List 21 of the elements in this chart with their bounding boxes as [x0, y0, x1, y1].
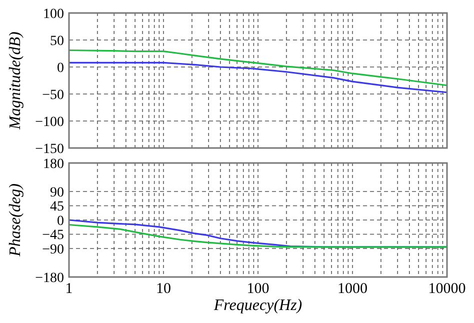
y-tick-label: −45 [42, 228, 64, 244]
y-tick-label: 50 [50, 34, 64, 49]
y-tick-label: 0 [57, 60, 64, 76]
y-tick-label: 45 [50, 200, 64, 215]
y-tick-label: −100 [35, 114, 64, 130]
y-tick-label: −180 [35, 270, 64, 286]
x-tick-label: 100 [246, 281, 270, 297]
y-tick-label: −50 [42, 88, 64, 103]
y-tick-label: 90 [50, 185, 64, 200]
x-tick-label: 1000 [338, 281, 368, 297]
x-tick-label: 10 [156, 281, 171, 297]
y-tick-label: −90 [42, 242, 64, 258]
y-tick-label: 100 [43, 6, 64, 22]
y-axis-title: Phase(deg) [7, 184, 24, 258]
x-axis-title: Frequecy(Hz) [212, 297, 302, 314]
y-tick-label: −150 [35, 142, 64, 157]
y-axis-title: Magnitude(dB) [7, 32, 24, 130]
y-tick-label: 0 [57, 214, 64, 229]
x-tick-label: 10000 [428, 281, 466, 297]
y-tick-label: 180 [43, 156, 64, 172]
x-tick-label: 1 [65, 281, 73, 297]
